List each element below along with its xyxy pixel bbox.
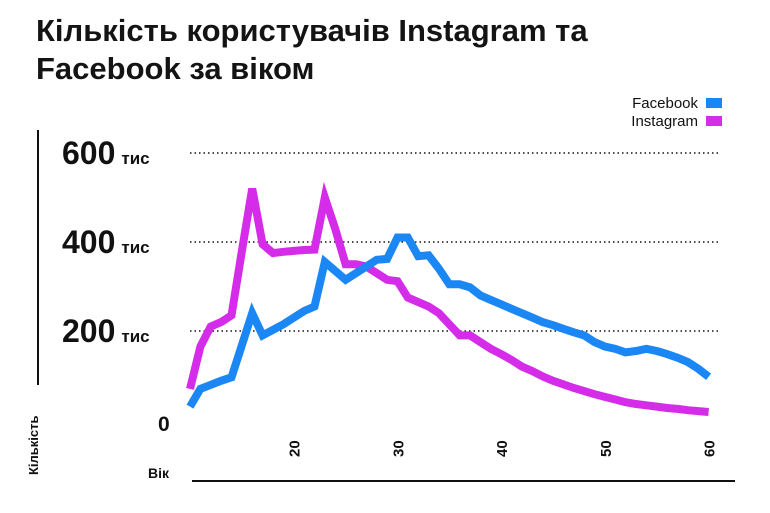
x-tick-label: 30 (390, 440, 407, 457)
gridlines (190, 152, 719, 332)
y-axis-label: Кількість (26, 415, 41, 475)
y-tick-value: 600 (62, 135, 115, 171)
legend: Facebook Instagram (631, 94, 722, 130)
x-tick-label: 50 (598, 440, 615, 457)
y-tick-label: 400 тис (62, 224, 150, 260)
x-tick-label: 40 (494, 440, 511, 457)
y-tick-value: 400 (62, 224, 115, 260)
series-line-instagram (186, 181, 709, 416)
y-tick-unit: тис (121, 327, 149, 346)
y-tick-label: 600 тис (62, 135, 150, 171)
y-tick-label: 200 тис (62, 313, 150, 349)
x-axis-label: Вік (148, 465, 170, 481)
x-tick-labels: 20 30 40 50 60 (287, 440, 719, 457)
series-lines (186, 181, 712, 416)
legend-swatch-instagram (706, 116, 722, 126)
series-line-facebook (186, 233, 712, 409)
y-tick-value: 200 (62, 313, 115, 349)
y-tick-unit: тис (121, 238, 149, 257)
legend-swatch-facebook (706, 98, 722, 108)
legend-label-instagram: Instagram (631, 112, 698, 130)
y-tick-label: 0 (158, 413, 170, 436)
x-tick-label: 20 (287, 440, 304, 457)
legend-item-instagram: Instagram (631, 112, 722, 130)
y-tick-value: 0 (158, 413, 170, 436)
legend-label-facebook: Facebook (632, 94, 698, 112)
legend-item-facebook: Facebook (631, 94, 722, 112)
y-tick-unit: тис (121, 149, 149, 168)
x-tick-label: 60 (702, 440, 719, 457)
chart-title: Кількість користувачів Instagram та Face… (36, 13, 588, 86)
y-tick-labels: 0 200 тис 400 тис 600 тис (62, 135, 170, 436)
